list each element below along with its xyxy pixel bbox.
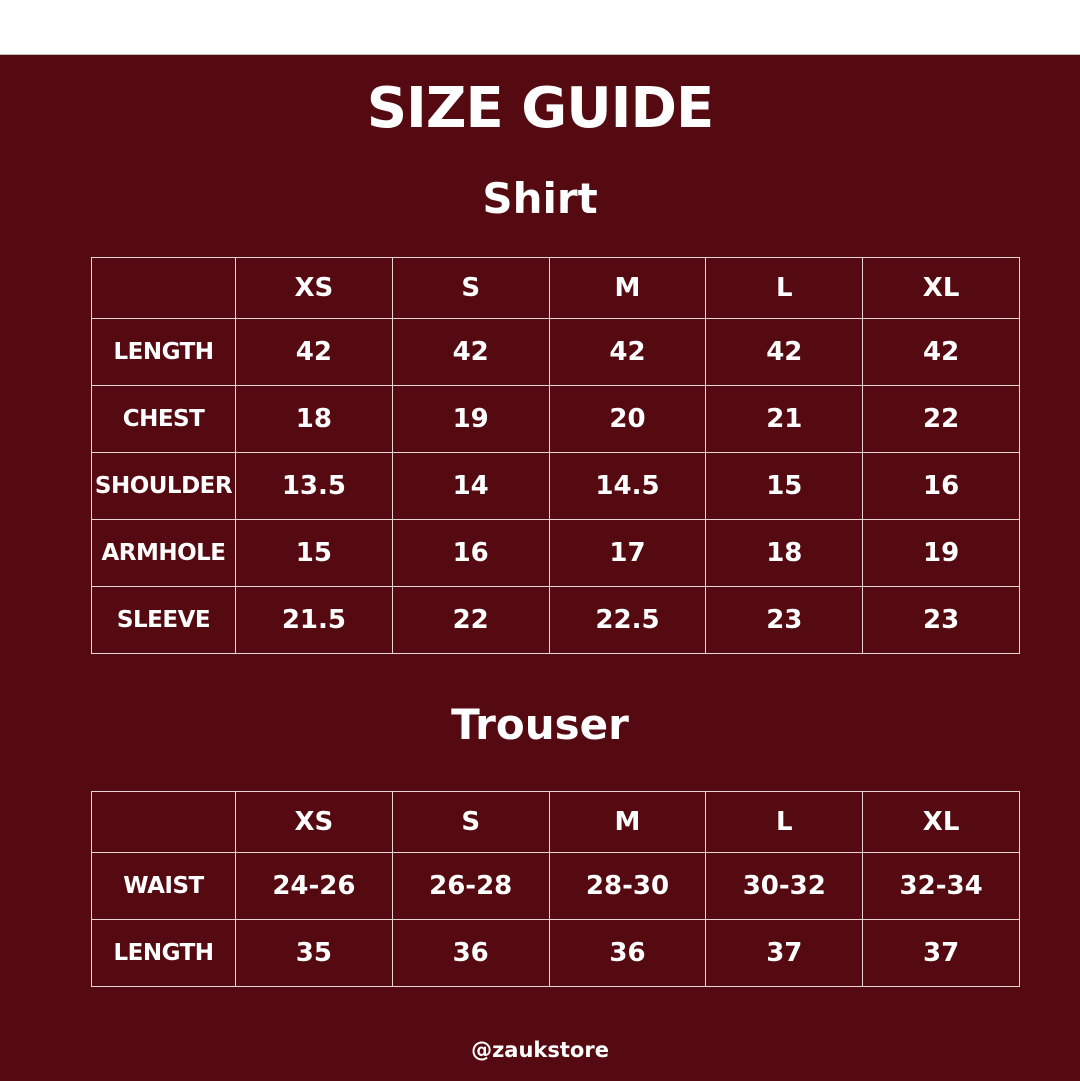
- header-row: XS S M L XL: [91, 257, 1020, 319]
- page-title: SIZE GUIDE: [366, 76, 715, 141]
- table-row: CHEST 18 19 20 21 22: [91, 385, 1020, 453]
- measurement-cell: 28-30: [548, 852, 707, 920]
- trouser-heading: Trouser: [451, 700, 629, 749]
- measurement-cell: 24-26: [235, 852, 393, 920]
- corner-cell: [91, 257, 236, 319]
- measurement-cell: 23: [705, 586, 864, 654]
- measurement-cell: 13.5: [235, 452, 393, 520]
- table-row: ARMHOLE 15 16 17 18 19: [91, 519, 1020, 587]
- row-label: LENGTH: [91, 318, 236, 386]
- size-header: XL: [862, 257, 1020, 319]
- measurement-cell: 14: [391, 452, 550, 520]
- measurement-cell: 23: [862, 586, 1020, 654]
- size-header: XS: [235, 257, 393, 319]
- size-header: S: [391, 257, 550, 319]
- measurement-cell: 16: [391, 519, 550, 587]
- table-row: SLEEVE 21.5 22 22.5 23 23: [91, 586, 1020, 654]
- size-header: XS: [235, 791, 393, 853]
- measurement-cell: 17: [548, 519, 707, 587]
- shirt-size-table: XS S M L XL LENGTH 42 42 42 42 42 CHEST 18 19 20 21 22 SH…: [91, 257, 1020, 654]
- size-header: XL: [862, 791, 1020, 853]
- measurement-cell: 42: [862, 318, 1020, 386]
- measurement-cell: 18: [235, 385, 393, 453]
- measurement-cell: 14.5: [548, 452, 707, 520]
- size-header: L: [705, 257, 864, 319]
- table-row: WAIST 24-26 26-28 28-30 30-32 32-34: [91, 852, 1020, 920]
- measurement-cell: 20: [548, 385, 707, 453]
- measurement-cell: 22.5: [548, 586, 707, 654]
- row-label: WAIST: [91, 852, 236, 920]
- corner-cell: [91, 791, 236, 853]
- measurement-cell: 32-34: [862, 852, 1020, 920]
- size-header: L: [705, 791, 864, 853]
- measurement-cell: 21.5: [235, 586, 393, 654]
- measurement-cell: 30-32: [705, 852, 864, 920]
- measurement-cell: 36: [548, 919, 707, 987]
- measurement-cell: 42: [548, 318, 707, 386]
- measurement-cell: 35: [235, 919, 393, 987]
- table-row: SHOULDER 13.5 14 14.5 15 16: [91, 452, 1020, 520]
- measurement-cell: 42: [235, 318, 393, 386]
- measurement-cell: 36: [391, 919, 550, 987]
- measurement-cell: 37: [705, 919, 864, 987]
- measurement-cell: 26-28: [391, 852, 550, 920]
- row-label: CHEST: [91, 385, 236, 453]
- size-header: M: [548, 257, 707, 319]
- measurement-cell: 19: [862, 519, 1020, 587]
- trouser-size-table: XS S M L XL WAIST 24-26 26-28 28-30 30-32 32-34 LEN…: [91, 791, 1020, 987]
- row-label: SLEEVE: [91, 586, 236, 654]
- measurement-cell: 42: [705, 318, 864, 386]
- measurement-cell: 21: [705, 385, 864, 453]
- measurement-cell: 15: [235, 519, 393, 587]
- store-handle: @zaukstore: [471, 1038, 609, 1062]
- row-label: ARMHOLE: [91, 519, 236, 587]
- table-row: LENGTH 35 36 36 37 37: [91, 919, 1020, 987]
- measurement-cell: 37: [862, 919, 1020, 987]
- measurement-cell: 15: [705, 452, 864, 520]
- row-label: LENGTH: [91, 919, 236, 987]
- measurement-cell: 42: [391, 318, 550, 386]
- row-label: SHOULDER: [91, 452, 236, 520]
- table-row: LENGTH 42 42 42 42 42: [91, 318, 1020, 386]
- header-row: XS S M L XL: [91, 791, 1020, 853]
- measurement-cell: 22: [862, 385, 1020, 453]
- measurement-cell: 18: [705, 519, 864, 587]
- size-header: M: [548, 791, 707, 853]
- measurement-cell: 22: [391, 586, 550, 654]
- size-header: S: [391, 791, 550, 853]
- shirt-heading: Shirt: [482, 174, 598, 223]
- measurement-cell: 16: [862, 452, 1020, 520]
- measurement-cell: 19: [391, 385, 550, 453]
